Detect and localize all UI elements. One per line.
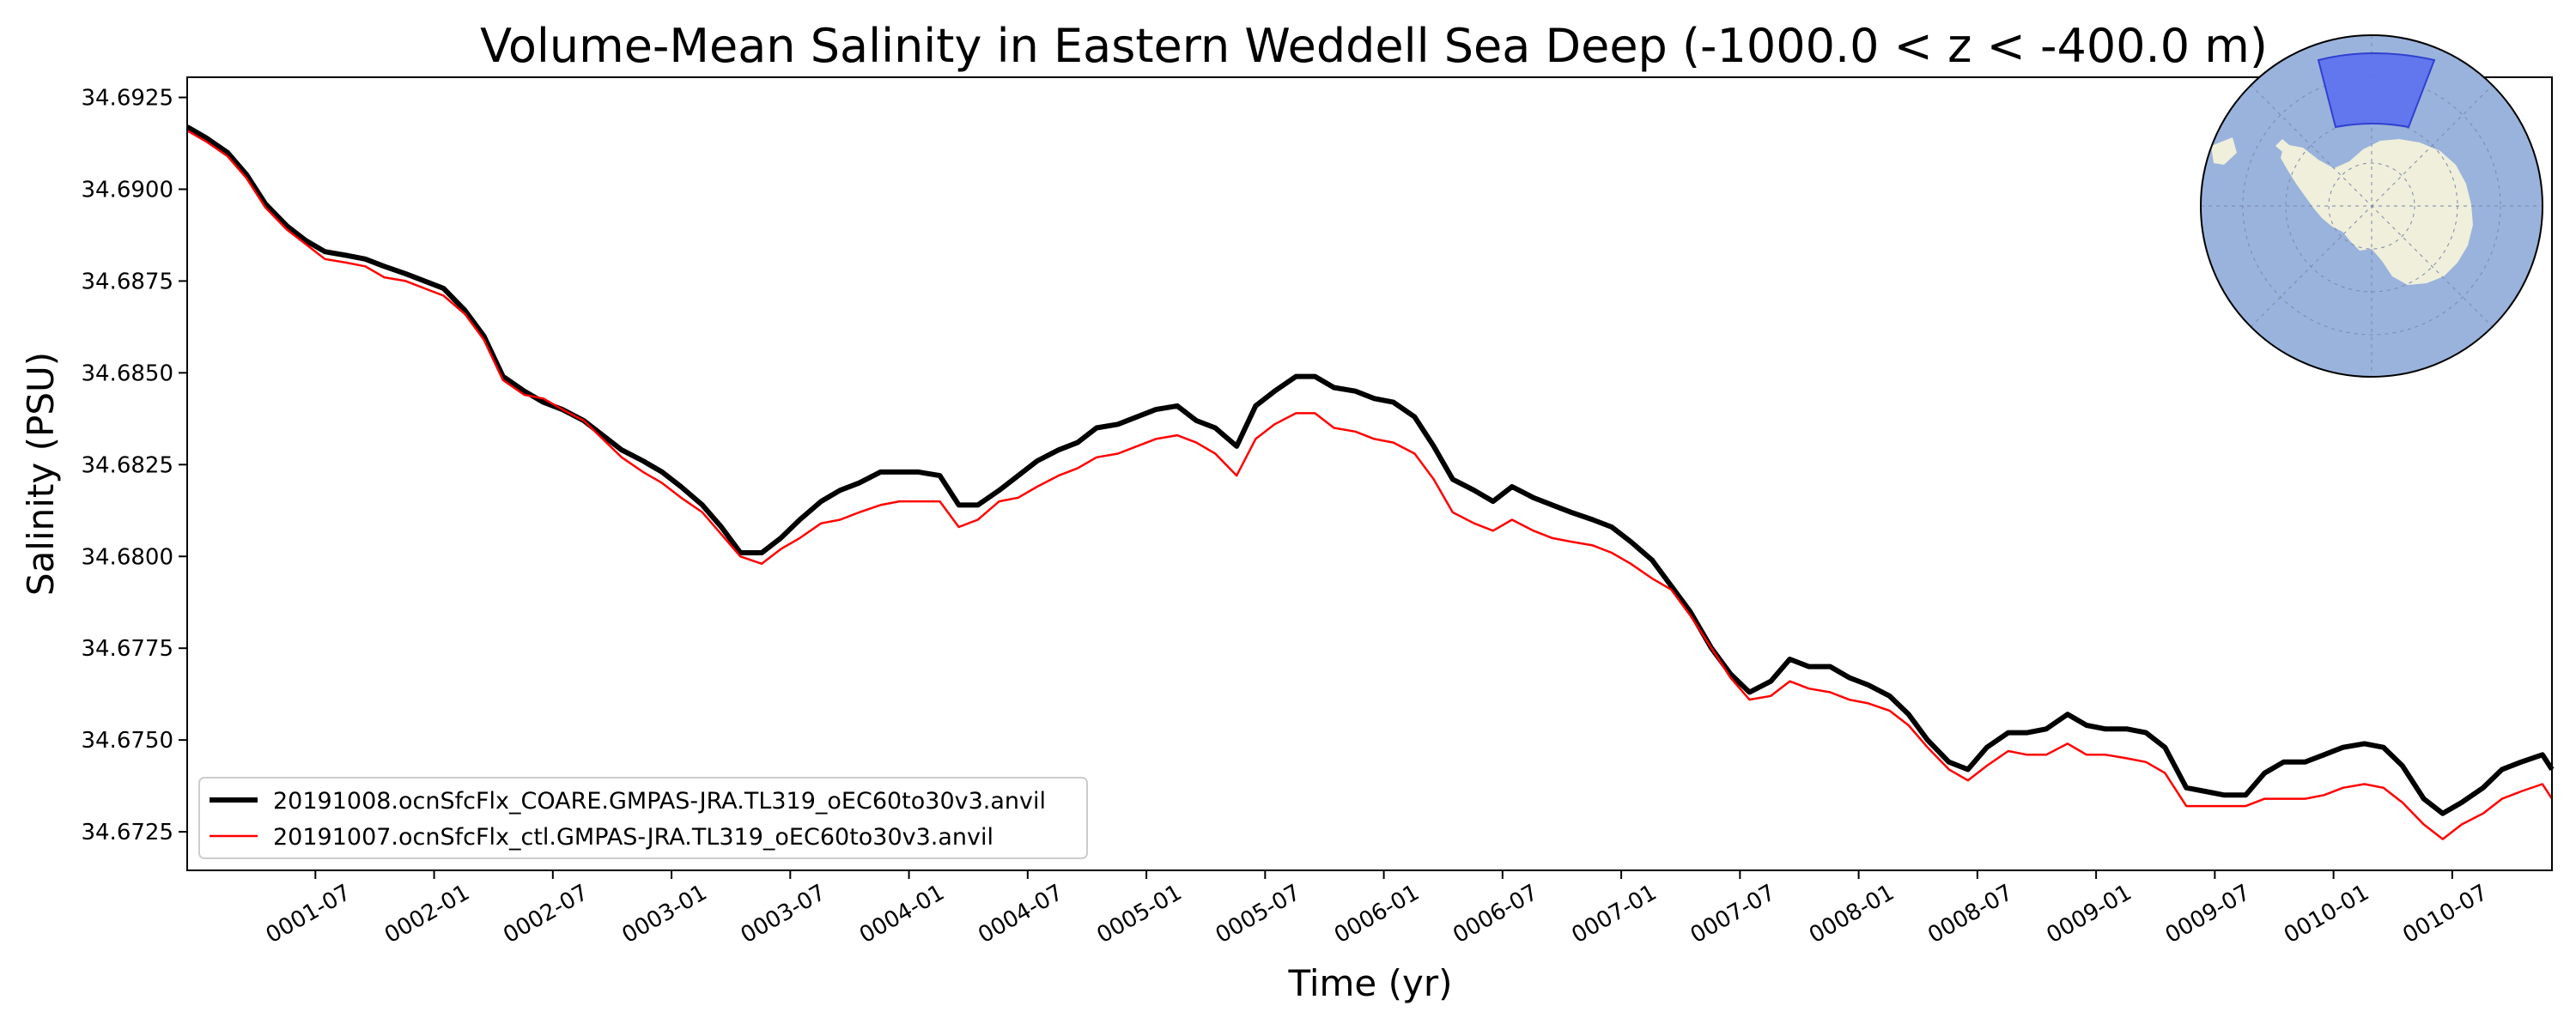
y-tick-label: 34.6725 (81, 820, 173, 845)
x-tick-label: 0004-07 (974, 880, 1067, 948)
legend-label-series-1: 20191008.ocnSfcFlx_COARE.GMPAS-JRA.TL319… (273, 788, 1046, 815)
map-land-south-america (2211, 137, 2237, 165)
x-tick-label: 0003-01 (618, 880, 712, 948)
legend-label-series-2: 20191007.ocnSfcFlx_ctl.GMPAS-JRA.TL319_o… (273, 824, 993, 851)
legend-box (198, 777, 1088, 859)
x-tick-label: 0008-07 (1923, 880, 2017, 948)
y-tick-label: 34.6875 (81, 269, 173, 294)
y-tick-label: 34.6750 (81, 728, 173, 754)
x-tick-label: 0003-07 (737, 880, 830, 948)
map-land-peninsula (2275, 139, 2294, 156)
y-tick-label: 34.6775 (81, 636, 173, 662)
x-tick-label: 0009-07 (2161, 880, 2255, 948)
map-land-antarctica (2281, 139, 2473, 285)
y-tick-label: 34.6900 (81, 177, 173, 203)
x-tick-label: 0002-01 (380, 880, 474, 948)
series-lines (185, 124, 2555, 840)
y-tick-label: 34.6825 (81, 452, 173, 478)
x-tick-label: 0006-01 (1330, 880, 1424, 948)
x-tick-label: 0006-07 (1449, 880, 1542, 948)
legend: 20191008.ocnSfcFlx_COARE.GMPAS-JRA.TL319… (198, 777, 1088, 859)
chart-title: Volume-Mean Salinity in Eastern Weddell … (480, 19, 2268, 73)
map-border (2200, 34, 2543, 378)
x-tick-label: 0004-01 (855, 880, 949, 948)
x-tick-label: 0010-01 (2280, 880, 2373, 948)
plot-frame (186, 76, 2553, 871)
y-tick-label: 34.6850 (81, 360, 173, 386)
y-axis-label: Salinity (PSU) (20, 352, 62, 596)
x-tick-label: 0007-07 (1686, 880, 1780, 948)
y-tick-label: 34.6925 (81, 86, 173, 112)
x-tick-label: 0002-07 (499, 880, 592, 948)
x-tick-label: 0010-07 (2398, 880, 2492, 948)
x-tick-label: 0005-07 (1212, 880, 1305, 948)
x-tick-label: 0008-01 (1805, 880, 1899, 948)
y-tick-label: 34.6800 (81, 544, 173, 570)
x-tick-label: 0007-01 (1568, 880, 1662, 948)
antarctica-polar-map-icon (2200, 34, 2543, 378)
series-line-2 (186, 129, 2554, 840)
x-tick-label: 0005-01 (1093, 880, 1187, 948)
x-axis-label: Time (yr) (1287, 962, 1452, 1004)
series-line-1 (185, 124, 2555, 816)
x-tick-label: 0009-01 (2043, 880, 2136, 948)
x-tick-label: 0001-07 (262, 880, 355, 948)
map-region-highlight (2317, 52, 2436, 129)
